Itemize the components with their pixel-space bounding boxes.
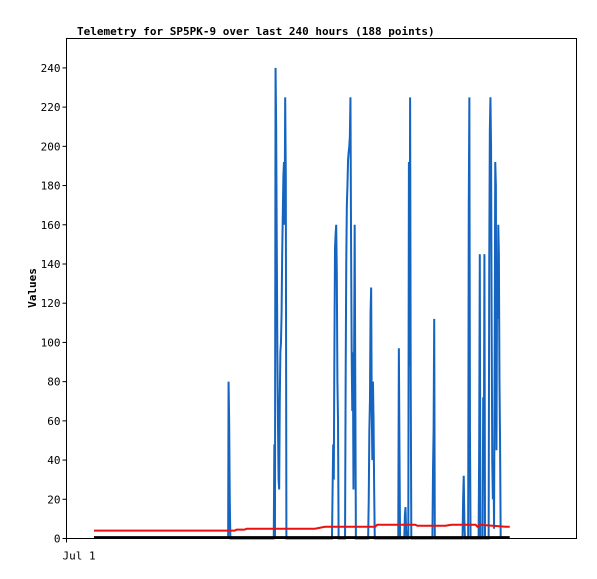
y-tick-label: 80 [47,376,60,389]
y-tick-label: 140 [41,258,61,271]
y-tick-label: 220 [41,101,61,114]
y-tick-label: 120 [41,297,61,310]
y-axis-title: Values [26,268,39,308]
chart-title: Telemetry for SP5PK-9 over last 240 hour… [77,25,435,38]
series-line-1 [227,67,502,540]
x-axis: Jul 1 [63,538,96,563]
y-tick-label: 20 [47,493,60,506]
y-tick-label: 60 [47,415,60,428]
y-tick-label: 160 [41,219,61,232]
x-tick-label: Jul 1 [63,550,96,563]
y-tick-label: 40 [47,454,60,467]
y-axis: 0 20 40 60 80 100 120 140 160 180 200 220 240 [41,62,67,546]
plot-series [94,67,510,540]
plot-frame [66,38,577,539]
y-tick-label: 180 [41,180,61,193]
y-tick-label: 240 [41,62,61,75]
series-line-2 [94,523,510,532]
y-tick-label: 100 [41,336,61,349]
y-tick-label: 0 [54,533,61,546]
y-tick-label: 200 [41,140,61,153]
